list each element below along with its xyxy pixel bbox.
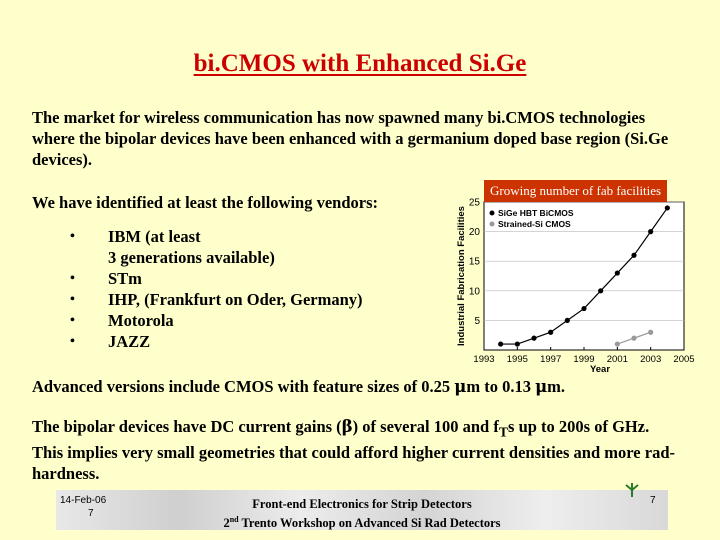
vendors-intro: We have identified at least the followin… (32, 193, 379, 212)
vendor-item: • JAZZ (70, 331, 438, 352)
y-tick-label: 25 (469, 198, 481, 209)
footer-page-right: 7 (650, 495, 656, 506)
vendor-name: Motorola (108, 311, 174, 330)
footer-page-left: 7 (88, 508, 94, 519)
y-tick-label: 5 (474, 316, 480, 327)
data-point (581, 305, 587, 312)
vendor-item: • IHP, (Frankfurt on Oder, Germany) (70, 289, 438, 310)
x-tick-label: 2001 (607, 354, 628, 365)
x-tick-label: 1999 (573, 354, 594, 365)
x-tick-label: 1997 (540, 354, 561, 365)
data-point (548, 329, 554, 335)
data-point (664, 205, 670, 211)
bullet: • (70, 229, 75, 244)
chart-badge: Growing number of fab facilities (484, 180, 668, 202)
legend-marker (489, 221, 495, 227)
bullet: • (70, 271, 75, 286)
data-point (531, 335, 537, 341)
data-point (614, 270, 620, 276)
footer: 14-Feb-06 7 Front-end Electronics for St… (56, 483, 668, 531)
legend-marker (489, 210, 495, 216)
intro-paragraph: The market for wireless communication ha… (32, 108, 669, 169)
vendor-name: IBM (at least (108, 227, 201, 246)
data-point (614, 341, 620, 347)
vendor-item: • IBM (at least 3 generations available) (70, 226, 438, 268)
data-point (564, 317, 570, 323)
x-tick-label: 1995 (507, 354, 528, 365)
legend-label: Strained-Si CMOS (498, 219, 571, 229)
vendor-item: • STm (70, 268, 438, 289)
footer-title: Front-end Electronics for Strip Detector… (223, 497, 501, 531)
data-point (631, 252, 637, 258)
footer-date: 14-Feb-06 (60, 495, 107, 506)
bipolar-paragraph: The bipolar devices have DC current gain… (32, 417, 675, 484)
plot-area (483, 201, 685, 351)
data-point (631, 335, 637, 341)
fab-facilities-chart: 5 10 15 20 25 1993 1995 1997 1999 2001 2003 2005 Yea… (456, 198, 695, 376)
vendor-list: • IBM (at least 3 generations available)… (70, 226, 438, 352)
vendor-name: IHP, (Frankfurt on Oder, Germany) (108, 290, 363, 309)
vendor-note: 3 generations available) (108, 248, 275, 267)
data-point (648, 229, 654, 235)
leaf-logo-icon (625, 483, 639, 497)
legend-label: SiGe HBT BiCMOS (498, 208, 574, 218)
y-tick-label: 10 (469, 286, 481, 297)
advanced-paragraph: Advanced versions include CMOS with feat… (32, 377, 566, 396)
vendor-item: • Motorola (70, 310, 438, 331)
bullet: • (70, 313, 75, 328)
y-tick-label: 15 (469, 257, 481, 268)
bullet: • (70, 334, 75, 349)
x-tick-label: 2005 (673, 354, 694, 365)
data-point (598, 288, 604, 294)
slide-title: bi.CMOS with Enhanced Si.Ge (193, 50, 527, 77)
y-tick-label: 20 (469, 227, 481, 238)
bullet: • (70, 292, 75, 307)
x-axis-label: Year (590, 364, 610, 375)
data-point (648, 329, 654, 335)
data-point (514, 341, 520, 347)
y-axis-label: Industrial Fabrication Facilities (456, 206, 467, 346)
x-tick-label: 2003 (640, 354, 661, 365)
x-tick-label: 1993 (473, 354, 494, 365)
vendor-name: JAZZ (108, 332, 151, 351)
vendor-name: STm (108, 269, 142, 288)
data-point (498, 341, 504, 347)
